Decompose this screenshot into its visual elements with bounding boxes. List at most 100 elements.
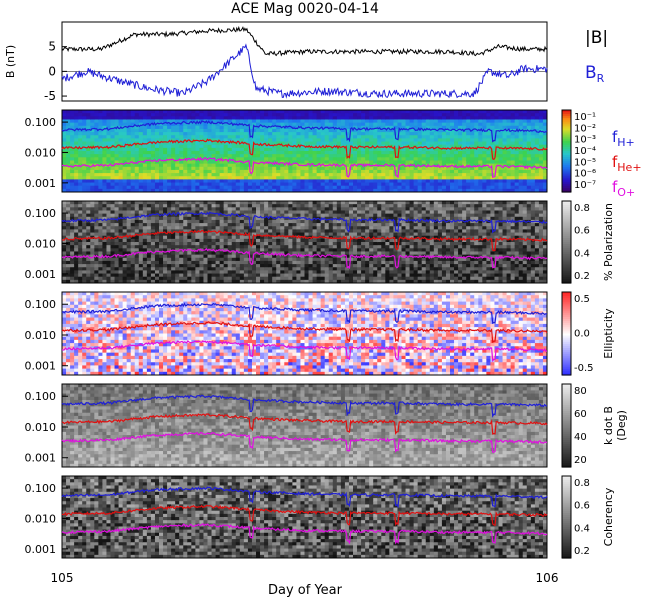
- heat-cell: [462, 123, 467, 127]
- heat-cell: [203, 204, 208, 208]
- heat-cell: [86, 245, 91, 249]
- heat-cell: [203, 255, 208, 259]
- heat-cell: [414, 154, 419, 158]
- heat-cell: [143, 173, 148, 177]
- heat-cell: [131, 229, 136, 233]
- heat-cell: [300, 220, 305, 224]
- heat-cell: [248, 126, 253, 130]
- colorbar-tick-label: 10⁻⁴: [574, 146, 596, 157]
- heat-cell: [82, 123, 87, 127]
- heat-cell: [82, 223, 87, 227]
- heat-cell: [292, 135, 297, 139]
- heat-cell: [232, 258, 237, 262]
- heat-cell: [98, 277, 103, 281]
- heat-cell: [175, 135, 180, 139]
- heat-cell: [171, 226, 176, 230]
- heat-cell: [147, 113, 152, 117]
- heat-cell: [78, 123, 83, 127]
- heat-cell: [208, 251, 213, 255]
- heat-cell: [240, 129, 245, 133]
- heat-cell: [539, 145, 544, 149]
- heat-cell: [78, 277, 83, 281]
- heat-cell: [260, 226, 265, 230]
- heat-cell: [264, 183, 269, 187]
- heat-cell: [317, 201, 322, 205]
- heat-cell: [199, 116, 204, 120]
- heat-cell: [333, 220, 338, 224]
- heat-cell: [139, 110, 144, 114]
- heat-cell: [102, 179, 107, 183]
- heat-cell: [337, 160, 342, 164]
- heat-cell: [236, 242, 241, 246]
- heat-cell: [252, 277, 257, 281]
- heat-cell: [208, 267, 213, 271]
- heat-cell: [321, 173, 326, 177]
- heat-cell: [119, 110, 124, 114]
- heat-cell: [151, 145, 156, 149]
- heat-cell: [195, 226, 200, 230]
- heat-cell: [179, 245, 184, 249]
- heat-cell: [276, 183, 281, 187]
- heat-cell: [325, 167, 330, 171]
- heat-cell: [90, 239, 95, 243]
- heat-cell: [90, 151, 95, 155]
- heat-cell: [377, 116, 382, 120]
- heat-cell: [466, 183, 471, 187]
- heat-cell: [139, 151, 144, 155]
- heat-cell: [216, 217, 221, 221]
- heat-cell: [131, 242, 136, 246]
- heat-cell: [115, 248, 120, 252]
- heat-cell: [179, 233, 184, 237]
- heat-cell: [276, 119, 281, 123]
- heat-cell: [268, 245, 273, 249]
- heat-cell: [216, 186, 221, 190]
- heat-cell: [167, 236, 172, 240]
- heat-cell: [272, 248, 277, 252]
- heat-cell: [131, 113, 136, 117]
- heat-cell: [139, 207, 144, 211]
- heat-cell: [474, 135, 479, 139]
- legend-radial-field: BR: [585, 63, 605, 85]
- heat-cell: [523, 154, 528, 158]
- heat-cell: [507, 132, 512, 136]
- heat-cell: [203, 154, 208, 158]
- heat-cell: [313, 267, 318, 271]
- heat-cell: [422, 173, 427, 177]
- heat-cell: [159, 167, 164, 171]
- heat-cell: [167, 261, 172, 265]
- heat-cell: [341, 113, 346, 117]
- heat-cell: [272, 239, 277, 243]
- heat-cell: [106, 132, 111, 136]
- heat-cell: [155, 186, 160, 190]
- heat-cell: [292, 248, 297, 252]
- heat-cell: [288, 110, 293, 114]
- heat-cell: [175, 126, 180, 130]
- heat-cell: [410, 173, 415, 177]
- heat-cell: [470, 135, 475, 139]
- heat-cell: [224, 277, 229, 281]
- heat-cell: [377, 183, 382, 187]
- heat-cell: [123, 239, 128, 243]
- heat-cell: [147, 129, 152, 133]
- heat-cell: [333, 183, 338, 187]
- heat-cell: [309, 154, 314, 158]
- heat-cell: [515, 135, 520, 139]
- heat-cell: [70, 223, 75, 227]
- heat-cell: [208, 154, 213, 158]
- heat-cell: [94, 223, 99, 227]
- heat-cell: [264, 270, 269, 274]
- heat-cell: [127, 157, 132, 161]
- heat-cell: [438, 116, 443, 120]
- heat-cell: [143, 210, 148, 214]
- heat-cell: [115, 214, 120, 218]
- heat-cell: [236, 201, 241, 205]
- heat-cell: [155, 245, 160, 249]
- heat-cell: [296, 210, 301, 214]
- heat-cell: [276, 239, 281, 243]
- heat-cell: [106, 119, 111, 123]
- heat-cell: [203, 148, 208, 152]
- heat-cell: [98, 264, 103, 268]
- heat-cell: [296, 176, 301, 180]
- heat-cell: [191, 186, 196, 190]
- heat-cell: [86, 160, 91, 164]
